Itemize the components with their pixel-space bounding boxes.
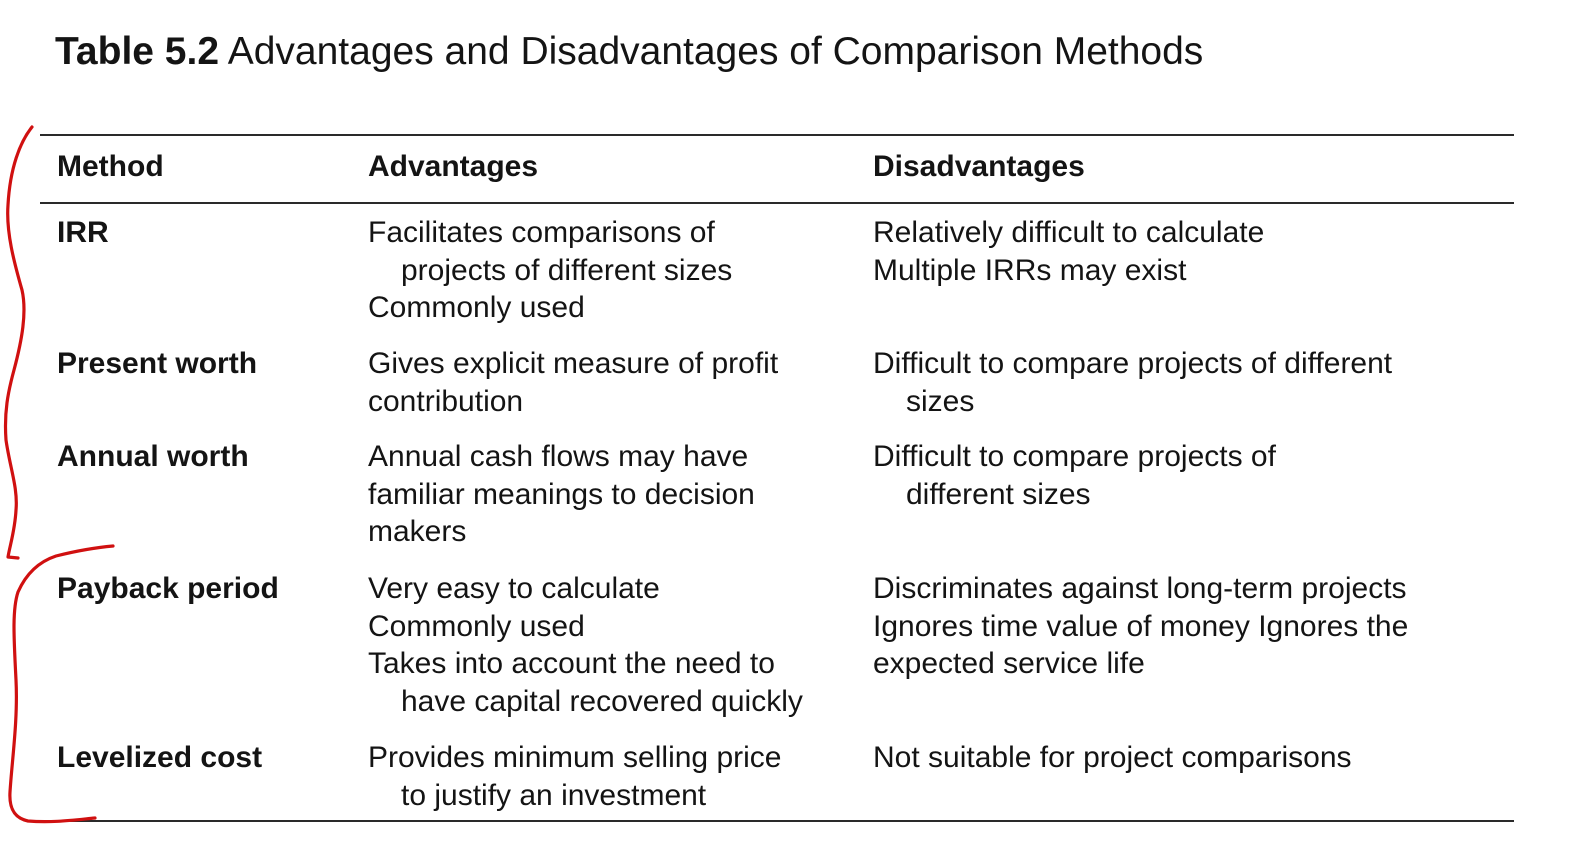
- advantage-line: Gives explicit measure of profit: [368, 347, 779, 380]
- advantage-line: projects of different sizes: [401, 253, 733, 287]
- disadvantage-line: Difficult to compare projects of: [873, 440, 1276, 473]
- disadvantage-line: different sizes: [906, 477, 1091, 511]
- advantage-line: Provides minimum selling price: [368, 741, 782, 774]
- disadvantage-line: Difficult to compare projects of differe…: [873, 347, 1393, 380]
- advantage-line: makers: [368, 515, 467, 548]
- disadvantages-cell: Difficult to compare projects of differen…: [873, 438, 1276, 513]
- table-header-rule: [40, 202, 1514, 204]
- table-top-rule: [40, 134, 1514, 136]
- table-caption: Advantages and Disadvantages of Comparis…: [219, 30, 1204, 73]
- advantage-line: have capital recovered quickly: [401, 684, 803, 718]
- advantages-cell: Gives explicit measure of profit contribu…: [368, 345, 778, 420]
- advantage-line: Commonly used: [368, 609, 585, 643]
- advantage-line: Annual cash flows may have: [368, 440, 749, 473]
- method-payback-period: Payback period: [57, 572, 279, 605]
- disadvantage-line: Multiple IRRs may exist: [873, 253, 1187, 287]
- header-advantages: Advantages: [368, 150, 539, 183]
- disadvantage-line: Not suitable for project comparisons: [873, 741, 1352, 774]
- advantage-line: to justify an investment: [401, 778, 707, 812]
- disadvantage-line: expected service life: [873, 647, 1145, 680]
- method-annual-worth: Annual worth: [57, 440, 249, 473]
- method-levelized-cost: Levelized cost: [57, 741, 263, 774]
- disadvantage-line: Ignores time value of money Ignores the: [873, 609, 1409, 643]
- advantage-line: contribution: [368, 384, 524, 418]
- advantages-cell: Provides minimum selling price to justify…: [368, 739, 781, 814]
- advantage-line: Takes into account the need to: [368, 647, 775, 680]
- advantage-line: Very easy to calculate: [368, 572, 660, 605]
- table-title: Table 5.2 Advantages and Disadvantages o…: [55, 28, 1203, 76]
- disadvantage-line: sizes: [906, 384, 975, 418]
- header-method: Method: [57, 150, 164, 183]
- upper-bracket-stroke: [3, 125, 34, 560]
- disadvantages-cell: Not suitable for project comparisons: [873, 739, 1352, 777]
- disadvantages-cell: Difficult to compare projects of differe…: [873, 345, 1392, 420]
- header-disadvantages: Disadvantages: [873, 150, 1085, 183]
- disadvantage-line: Discriminates against long-term projects: [873, 572, 1407, 605]
- disadvantage-line: Relatively difficult to calculate: [873, 216, 1265, 249]
- advantages-cell: Annual cash flows may have familiar meani…: [368, 438, 755, 551]
- method-present-worth: Present worth: [57, 347, 258, 380]
- advantages-cell: Facilitates comparisons of projects of di…: [368, 214, 732, 327]
- advantages-cell: Very easy to calculate Commonly used Takes…: [368, 570, 803, 720]
- table-number: Table 5.2: [55, 30, 220, 73]
- disadvantages-cell: Discriminates against long-term projects…: [873, 570, 1408, 683]
- disadvantages-cell: Relatively difficult to calculate Multipl…: [873, 214, 1264, 289]
- advantage-line: Commonly used: [368, 291, 585, 324]
- advantage-line: familiar meanings to decision: [368, 477, 755, 511]
- advantage-line: Facilitates comparisons of: [368, 216, 715, 249]
- method-irr: IRR: [57, 216, 109, 249]
- table-bottom-rule: [40, 820, 1514, 822]
